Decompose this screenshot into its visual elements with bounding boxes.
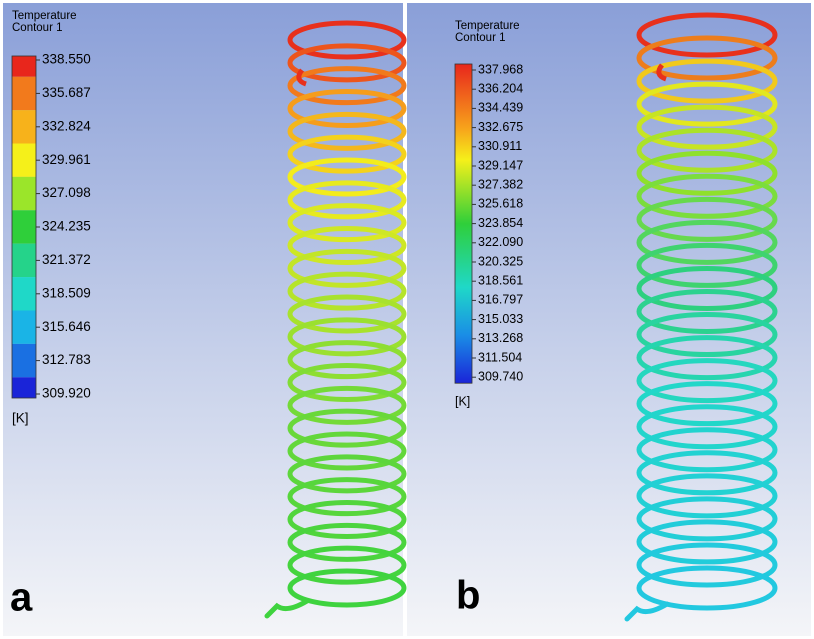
legend-tick-label: 312.783 (42, 352, 91, 367)
legend-tick-label: 336.204 (478, 81, 523, 95)
panel-label: a (10, 576, 33, 620)
legend-tick-label: 315.033 (478, 312, 523, 326)
legend-bar (455, 64, 472, 383)
legend-band (12, 56, 36, 77)
legend-tick-label: 329.147 (478, 158, 523, 172)
legend-band (12, 110, 36, 143)
legend-tick-label: 334.439 (478, 101, 523, 115)
legend-tick-label: 313.268 (478, 331, 523, 345)
figure: TemperatureContour 1338.550335.687332.82… (0, 0, 814, 639)
legend-tick-label: 325.618 (478, 197, 523, 211)
legend-tick-label: 318.509 (42, 285, 91, 300)
legend-unit: [K] (12, 411, 29, 426)
legend-tick-label: 311.504 (478, 350, 522, 364)
legend-band (12, 144, 36, 177)
legend-tick-label: 324.235 (42, 219, 91, 234)
legend-band (12, 277, 36, 310)
legend-tick-label: 320.325 (478, 254, 523, 268)
legend-tick-label: 330.911 (478, 139, 522, 153)
legend-tick-label: 309.920 (42, 386, 91, 401)
legend-tick-label: 337.968 (478, 62, 523, 76)
legend-band (12, 177, 36, 210)
legend-band (12, 344, 36, 377)
legend-tick-label: 316.797 (478, 293, 523, 307)
legend-title: Contour 1 (455, 32, 506, 44)
legend-tick-label: 327.098 (42, 185, 91, 200)
legend-band (12, 210, 36, 243)
legend-title: Temperature (12, 10, 77, 22)
legend-band (12, 244, 36, 277)
panel-label: b (456, 574, 480, 618)
legend-tick-label: 322.090 (478, 235, 523, 249)
legend-title: Contour 1 (12, 22, 63, 34)
legend-tick-label: 335.687 (42, 85, 91, 100)
legend-title: Temperature (455, 20, 520, 32)
legend-band (12, 377, 36, 398)
legend-tick-label: 323.854 (478, 216, 523, 230)
legend-tick-label: 327.382 (478, 177, 523, 191)
legend-tick-label: 329.961 (42, 152, 91, 167)
legend-tick-label: 332.675 (478, 120, 523, 134)
legend-tick-label: 318.561 (478, 273, 523, 287)
legend-tick-label: 309.740 (478, 369, 523, 383)
page: TemperatureContour 1338.550335.687332.82… (0, 0, 814, 639)
legend-tick-label: 332.824 (42, 118, 91, 133)
legend-band (12, 77, 36, 110)
legend-tick-label: 315.646 (42, 319, 91, 334)
legend-unit: [K] (455, 394, 470, 408)
legend-tick-label: 338.550 (42, 52, 91, 67)
legend-tick-label: 321.372 (42, 252, 91, 267)
legend-band (12, 311, 36, 344)
